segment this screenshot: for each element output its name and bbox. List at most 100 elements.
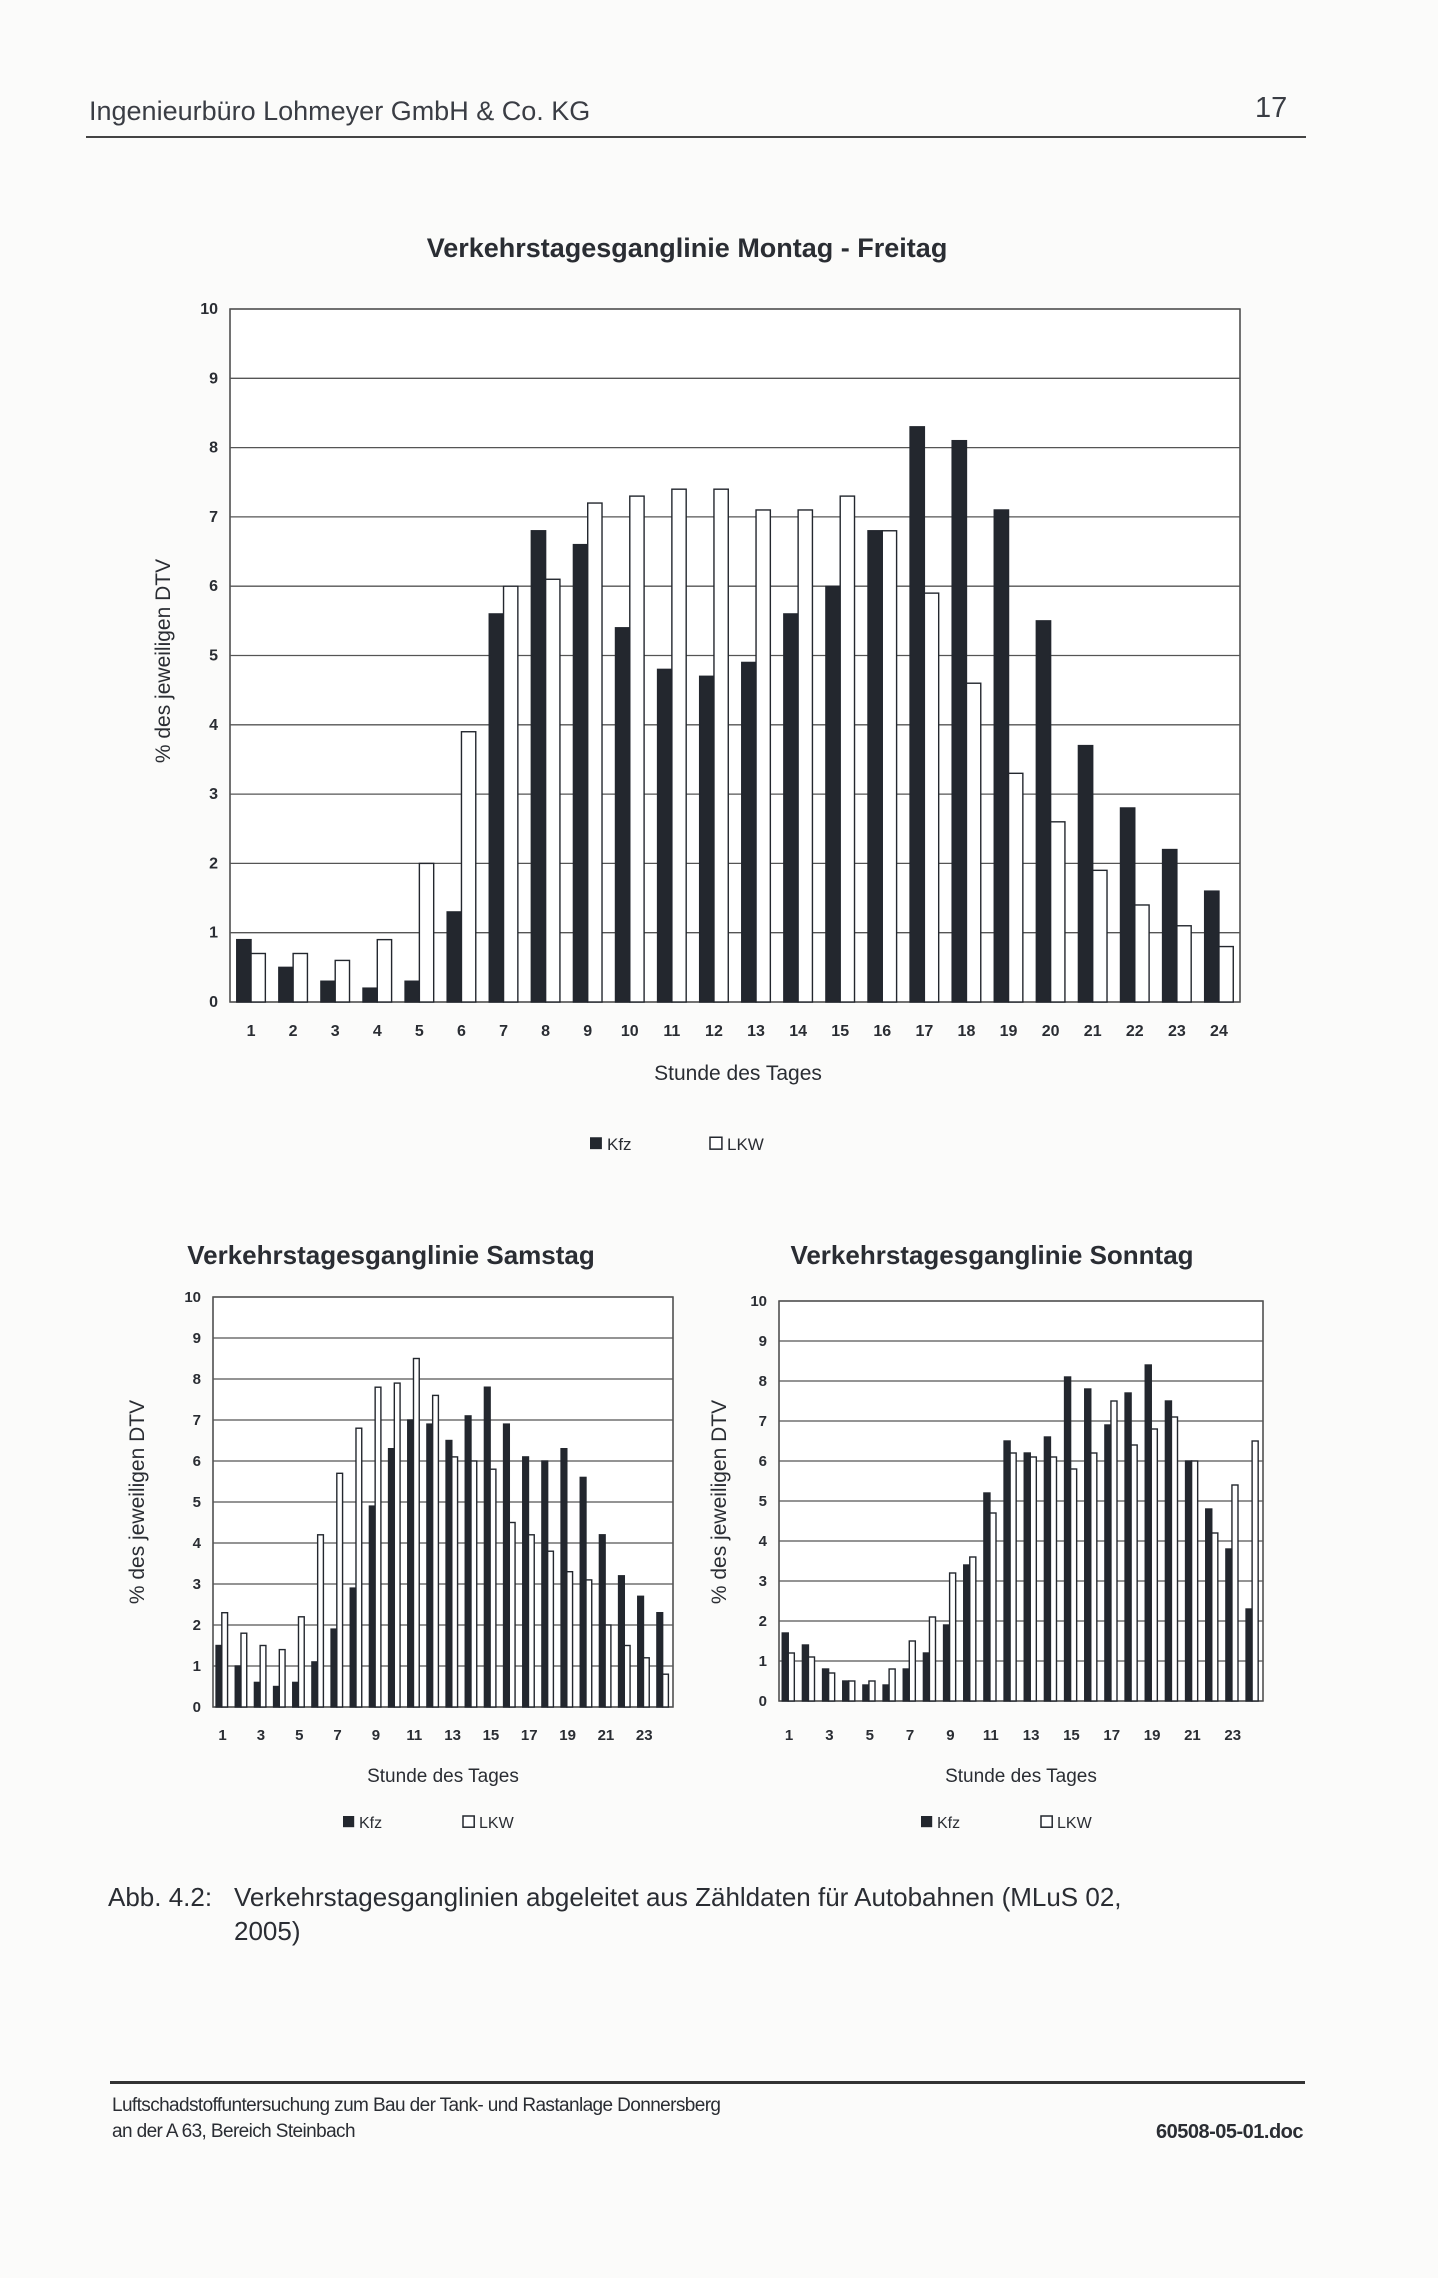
bar-lkw [1211,1532,1219,1702]
bar-kfz [464,1415,472,1708]
x-axis-title: Stunde des Tages [945,1766,1097,1787]
bar-lkw [250,952,267,1003]
y-tick-label: 7 [193,1412,201,1429]
bar-kfz [1104,1424,1112,1702]
x-tick-label: 5 [415,1023,424,1040]
bar-kfz [1077,744,1094,1003]
y-tick-label: 10 [184,1289,201,1306]
bar-lkw [431,1394,440,1708]
bar-lkw [418,862,435,1003]
x-tick-label: 18 [958,1023,976,1040]
bar-lkw [259,1644,267,1708]
y-tick-label: 3 [759,1573,767,1590]
y-axis-title: % des jeweiligen DTV [708,1400,731,1604]
bar-lkw [989,1512,997,1702]
bar-lkw [948,1572,957,1702]
header-company: Ingenieurbüro Lohmeyer GmbH & Co. KG [89,96,591,126]
bar-kfz [253,1681,261,1708]
bar-lkw [623,1644,631,1708]
x-tick-label: 19 [1144,1727,1161,1744]
bar-lkw [374,1386,382,1708]
bar-lkw [1007,772,1024,1003]
caption-label: Abb. 4.2: [108,1882,213,1912]
bar-kfz [1164,1400,1173,1702]
x-tick-label: 6 [457,1023,466,1040]
bar-lkw [470,1460,478,1708]
y-tick-label: 3 [193,1576,201,1593]
y-tick-label: 4 [193,1535,202,1552]
page-number: 17 [1255,92,1288,124]
bar-kfz [922,1652,931,1702]
y-tick-label: 2 [209,855,218,872]
x-tick-label: 21 [1184,1727,1201,1744]
bar-kfz [404,980,421,1003]
footer-line1: Luftschadstoffuntersuchung zum Bau der T… [112,2095,721,2116]
x-tick-label: 7 [333,1727,341,1744]
x-tick-label: 11 [983,1727,999,1744]
bar-lkw [1190,1460,1199,1702]
bar-kfz [1184,1460,1193,1702]
bar-kfz [1023,1452,1031,1702]
y-tick-label: 1 [759,1653,767,1670]
x-tick-label: 1 [247,1023,256,1040]
y-tick-label: 9 [193,1330,201,1347]
y-tick-label: 0 [759,1693,767,1710]
bar-lkw [240,1632,248,1708]
bar-lkw [460,731,477,1003]
bar-lkw [629,495,645,1003]
y-tick-label: 6 [759,1453,767,1470]
legend-lkw-swatch [462,1815,475,1828]
bar-lkw [928,1616,937,1702]
y-tick-label: 5 [209,648,218,665]
y-axis-title: % des jeweiligen DTV [126,1400,149,1604]
bar-kfz [446,911,463,1003]
x-tick-label: 11 [406,1727,422,1744]
bar-lkw [1176,925,1192,1003]
bar-kfz [1205,1508,1213,1702]
x-tick-label: 4 [373,1023,382,1040]
bar-kfz [1003,1440,1011,1702]
bar-lkw [1069,1468,1078,1702]
bar-kfz [572,543,589,1003]
footer-line2: an der A 63, Bereich Steinbach [112,2121,356,2142]
header-divider [86,136,1306,138]
bar-lkw [1009,1452,1017,1702]
bar-lkw [661,1673,670,1708]
bar-lkw [376,938,393,1003]
bar-lkw [969,1556,977,1702]
caption-line1: Verkehrstagesganglinien abgeleitet aus Z… [234,1882,1122,1912]
x-tick-label: 23 [1168,1023,1186,1040]
bar-kfz [1161,848,1178,1003]
bar-lkw [1110,1400,1118,1702]
x-axis-title: Stunde des Tages [654,1062,822,1085]
bar-lkw [807,1656,816,1702]
bar-kfz [362,987,378,1003]
x-tick-label: 2 [289,1023,298,1040]
y-tick-label: 8 [193,1371,201,1388]
y-tick-label: 2 [193,1617,201,1634]
bar-kfz [234,1665,242,1708]
bar-lkw [566,1570,574,1708]
bar-kfz [426,1423,434,1708]
bar-kfz [1144,1364,1152,1702]
x-tick-label: 21 [598,1727,615,1744]
bar-kfz [656,668,673,1003]
y-tick-label: 7 [759,1413,767,1430]
x-tick-label: 9 [583,1023,592,1040]
bar-lkw [827,1672,836,1702]
bar-lkw [393,1382,401,1708]
x-tick-label: 12 [705,1023,723,1040]
x-tick-label: 15 [1063,1727,1080,1744]
chart-title: Verkehrstagesganglinie Montag - Freitag [427,233,948,263]
bar-lkw [292,952,309,1003]
x-tick-label: 23 [1224,1727,1241,1744]
bar-kfz [236,938,252,1003]
bar-lkw [1218,945,1234,1003]
y-tick-label: 4 [759,1533,768,1550]
bar-kfz [1043,1436,1052,1702]
bar-kfz [541,1460,549,1708]
bar-lkw [412,1357,420,1708]
legend-kfz-swatch [590,1137,602,1150]
bar-kfz [614,627,631,1003]
